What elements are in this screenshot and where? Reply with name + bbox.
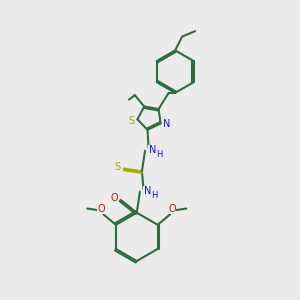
Text: H: H bbox=[152, 191, 158, 200]
Text: O: O bbox=[110, 194, 118, 203]
Text: N: N bbox=[163, 119, 170, 129]
Text: S: S bbox=[128, 116, 135, 125]
Text: O: O bbox=[168, 204, 176, 214]
Text: N: N bbox=[149, 145, 156, 155]
Text: O: O bbox=[98, 204, 105, 214]
Text: H: H bbox=[157, 151, 163, 160]
Text: S: S bbox=[114, 162, 121, 172]
Text: N: N bbox=[144, 186, 151, 196]
